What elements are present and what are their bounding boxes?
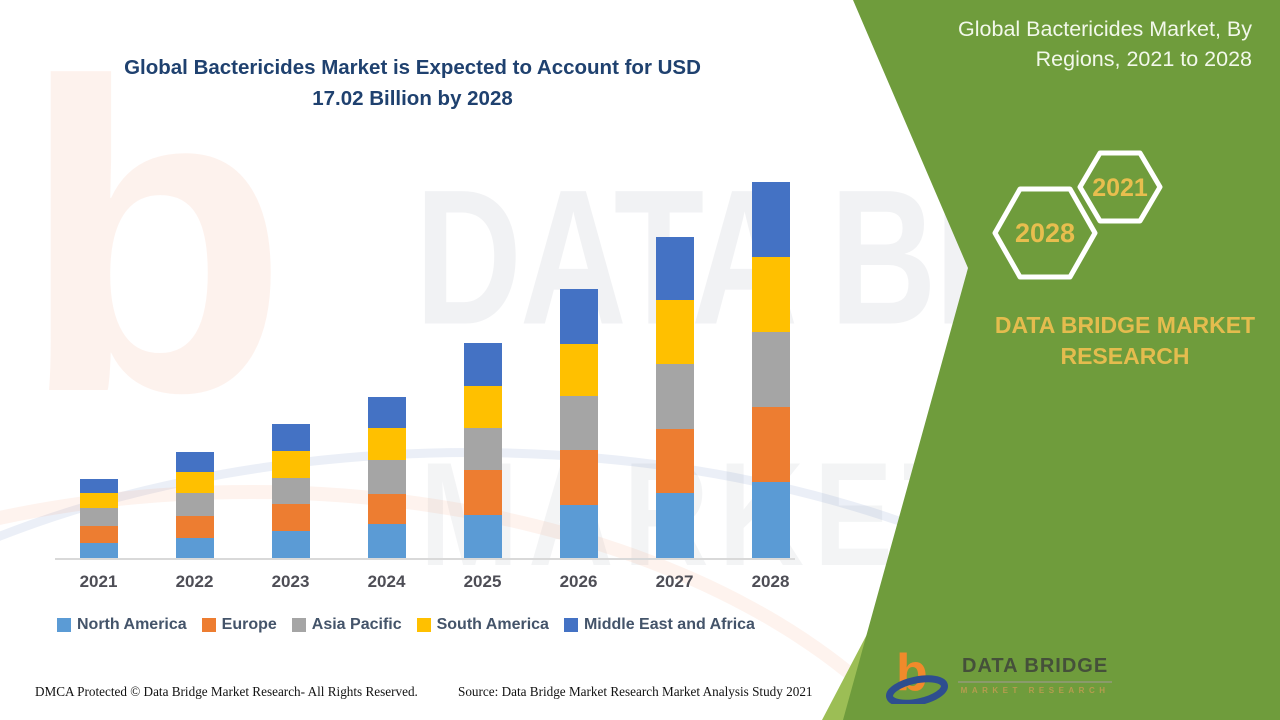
x-axis-label-2027: 2027 <box>655 572 694 591</box>
bar-segment-asia-pacific-2028 <box>751 331 790 407</box>
bar-segment-south-america-2028 <box>751 256 790 332</box>
bar-segment-north-america-2023 <box>271 531 310 558</box>
bar-segment-asia-pacific-2025 <box>463 428 502 471</box>
legend-swatch-icon <box>57 618 71 632</box>
legend-label: South America <box>436 616 549 633</box>
x-axis-label-2021: 2021 <box>79 572 118 591</box>
bar-segment-north-america-2027 <box>655 493 694 558</box>
bar-segment-middle-east-and-africa-2026 <box>559 288 598 345</box>
chart-legend: North America Europe Asia Pacific South Ame… <box>57 616 755 634</box>
bar-segment-north-america-2024 <box>367 524 406 558</box>
legend-item-asia-pacific: Asia Pacific <box>291 616 402 634</box>
legend-swatch-icon <box>416 618 431 632</box>
legend-swatch-icon <box>563 618 578 632</box>
bar-segment-north-america-2022 <box>175 537 214 558</box>
x-axis-label-2026: 2026 <box>559 572 598 591</box>
x-axis-label-2028: 2028 <box>751 572 790 591</box>
bar-segment-asia-pacific-2023 <box>271 477 310 504</box>
bar-segment-europe-2025 <box>463 470 502 516</box>
x-axis-label-2022: 2022 <box>175 572 214 591</box>
bar-segment-europe-2022 <box>175 515 214 538</box>
chart-title-line2: 17.02 Billion by 2028 <box>312 87 513 110</box>
bar-segment-europe-2024 <box>367 493 406 525</box>
bar-segment-europe-2021 <box>79 525 118 543</box>
chart-title-line1: Global Bactericides Market is Expected t… <box>124 56 701 79</box>
bar-segment-middle-east-and-africa-2027 <box>655 237 694 301</box>
bar-segment-south-america-2022 <box>175 471 214 493</box>
bar-segment-north-america-2028 <box>751 482 790 558</box>
bar-segment-south-america-2024 <box>367 428 406 460</box>
legend-item-europe: Europe <box>201 616 277 634</box>
legend-item-north-america: North America <box>57 616 187 634</box>
bar-segment-south-america-2021 <box>79 492 118 509</box>
x-axis-label-2024: 2024 <box>367 572 406 591</box>
bar-segment-europe-2023 <box>271 503 310 532</box>
bar-segment-asia-pacific-2021 <box>79 508 118 526</box>
bar-segment-middle-east-and-africa-2023 <box>271 424 310 452</box>
bar-segment-north-america-2021 <box>79 542 118 558</box>
bar-segment-south-america-2027 <box>655 300 694 364</box>
bar-segment-asia-pacific-2022 <box>175 492 214 516</box>
bar-segment-south-america-2026 <box>559 344 598 397</box>
bar-segment-middle-east-and-africa-2021 <box>79 478 118 493</box>
legend-label: Europe <box>221 616 277 633</box>
legend-item-south-america: South America <box>416 616 549 634</box>
footer-source-text: Source: Data Bridge Market Research Mark… <box>458 684 813 699</box>
legend-label: Middle East and Africa <box>583 616 755 633</box>
bar-segment-middle-east-and-africa-2024 <box>367 397 406 429</box>
x-axis-label-2023: 2023 <box>271 572 310 591</box>
bar-segment-asia-pacific-2024 <box>367 459 406 494</box>
bar-segment-asia-pacific-2026 <box>559 396 598 451</box>
bar-segment-middle-east-and-africa-2022 <box>175 451 214 472</box>
legend-swatch-icon <box>291 618 306 632</box>
bar-segment-middle-east-and-africa-2025 <box>463 342 502 386</box>
legend-label: North America <box>77 616 187 633</box>
bar-segment-asia-pacific-2027 <box>655 363 694 429</box>
bar-segment-south-america-2025 <box>463 385 502 429</box>
bar-segment-south-america-2023 <box>271 451 310 478</box>
x-axis-line <box>55 558 795 560</box>
legend-swatch-icon <box>201 618 216 632</box>
bar-segment-europe-2026 <box>559 450 598 505</box>
footer-dmca-text: DMCA Protected © Data Bridge Market Rese… <box>35 684 418 699</box>
x-axis-label-2025: 2025 <box>463 572 502 591</box>
bar-segment-north-america-2026 <box>559 504 598 558</box>
bar-segment-north-america-2025 <box>463 515 502 558</box>
legend-item-middle-east-and-africa: Middle East and Africa <box>563 616 755 634</box>
bar-segment-middle-east-and-africa-2028 <box>751 181 790 257</box>
chart-title: Global Bactericides Market is Expected t… <box>55 52 770 114</box>
bar-segment-europe-2028 <box>751 406 790 482</box>
plot-area: 2021 2022 2023 2024 2025 2026 2027 2028 <box>55 181 795 591</box>
legend-label: Asia Pacific <box>311 616 402 633</box>
bar-segment-europe-2027 <box>655 428 694 494</box>
